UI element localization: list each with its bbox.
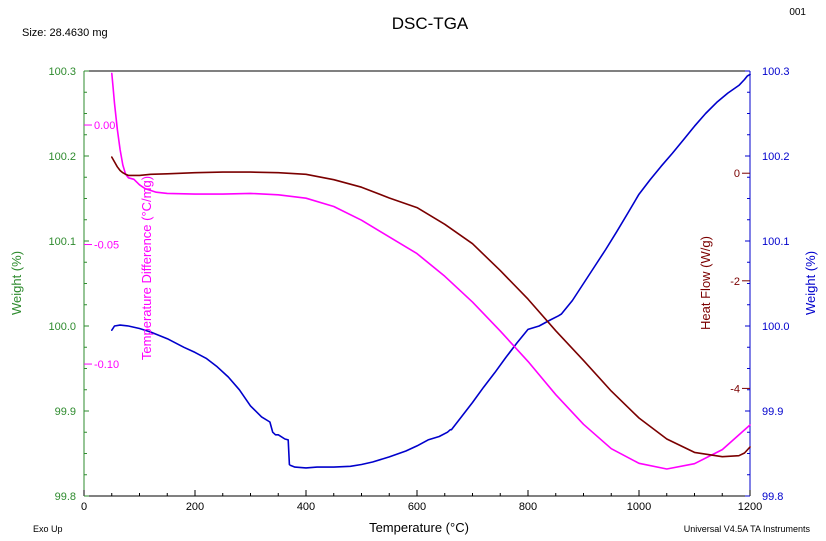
temp-diff-axis-title: Temperature Difference (°C/mg): [139, 176, 154, 360]
series-layer: [111, 72, 751, 470]
weight-left-axis-ticks: 99.8 99.9 100.0 100.1 100.2 100.3: [48, 66, 89, 503]
heat-flow-curve: [111, 156, 751, 458]
x-tick-label: 1000: [627, 501, 651, 513]
x-axis-ticks: 0 200 400 600 800 1000 1200: [81, 490, 762, 513]
x-tick-label: 400: [297, 501, 315, 513]
weight-left-tick-label: 100.1: [48, 236, 76, 248]
weight-left-tick-label: 99.9: [55, 406, 76, 418]
weight-right-tick-label: 100.1: [762, 236, 790, 248]
x-tick-label: 1200: [738, 501, 762, 513]
weight-curve: [111, 73, 751, 469]
heat-flow-axis-title: Heat Flow (W/g): [698, 236, 713, 330]
temp-diff-tick-label: -0.10: [94, 359, 119, 371]
heat-flow-tick-label: -2: [730, 276, 740, 288]
weight-left-tick-label: 100.0: [48, 321, 76, 333]
x-tick-label: 800: [519, 501, 537, 513]
weight-left-tick-label: 100.2: [48, 151, 76, 163]
weight-right-tick-label: 99.8: [762, 491, 783, 503]
x-tick-label: 600: [408, 501, 426, 513]
temp-diff-curve: [111, 72, 751, 470]
weight-right-tick-label: 100.3: [762, 66, 790, 78]
exo-up-note: Exo Up: [33, 524, 63, 534]
temp-diff-axis-ticks: 0.00 -0.05 -0.10: [84, 120, 119, 371]
weight-right-tick-label: 100.2: [762, 151, 790, 163]
software-note: Universal V4.5A TA Instruments: [684, 524, 811, 534]
x-axis-title: Temperature (°C): [369, 520, 469, 535]
temp-diff-tick-label: -0.05: [94, 240, 119, 252]
run-id-label: 001: [789, 7, 806, 18]
heat-flow-tick-label: -4: [730, 383, 740, 395]
heat-flow-axis-ticks: 0 -2 -4: [730, 168, 750, 395]
weight-right-axis-title: Weight (%): [803, 251, 818, 315]
x-tick-label: 200: [186, 501, 204, 513]
x-tick-label: 0: [81, 501, 87, 513]
sample-size-label: Size: 28.4630 mg: [22, 27, 108, 39]
weight-left-tick-label: 100.3: [48, 66, 76, 78]
weight-right-axis-ticks: 99.8 99.9 100.0 100.1 100.2 100.3: [745, 66, 790, 503]
weight-right-tick-label: 99.9: [762, 406, 783, 418]
chart-title: DSC-TGA: [392, 14, 469, 33]
weight-left-axis-title: Weight (%): [9, 251, 24, 315]
weight-left-tick-label: 99.8: [55, 491, 76, 503]
temp-diff-tick-label: 0.00: [94, 120, 115, 132]
heat-flow-tick-label: 0: [734, 168, 740, 180]
weight-right-tick-label: 100.0: [762, 321, 790, 333]
